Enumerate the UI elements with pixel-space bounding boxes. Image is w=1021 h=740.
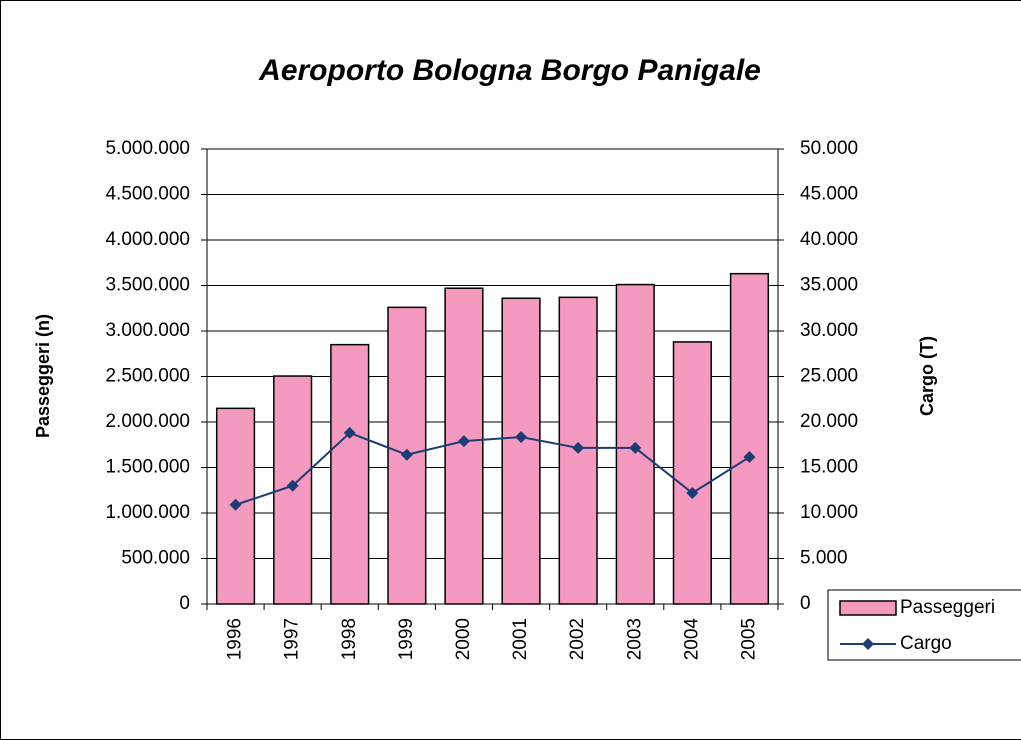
marker [343, 426, 356, 439]
y-tick-label: 0 [179, 593, 190, 614]
x-tick-label: 2000 [453, 618, 474, 660]
y2-tick-label: 40.000 [800, 229, 858, 250]
y-tick-label: 500.000 [121, 548, 190, 569]
x-tick-label: 2003 [624, 618, 645, 660]
x-tick-label: 1999 [396, 618, 417, 660]
bar [330, 343, 370, 605]
bar [672, 341, 712, 605]
y-tick-label: 2.000.000 [105, 411, 190, 432]
x-tick-label: 1998 [339, 618, 360, 660]
y-tick-label: 1.500.000 [105, 457, 190, 478]
y-tick-label: 4.000.000 [105, 229, 190, 250]
y2-tick-label: 5.000 [800, 548, 848, 569]
y2-tick-label: 20.000 [800, 411, 858, 432]
marker [743, 451, 756, 464]
marker [229, 498, 242, 511]
bar [729, 272, 770, 605]
bar [501, 297, 541, 605]
y2-tick-label: 50.000 [800, 138, 858, 159]
y2-tick-label: 0 [800, 593, 811, 614]
legend-swatch [839, 600, 897, 616]
y-tick-label: 3.500.000 [105, 275, 190, 296]
y2-tick-label: 25.000 [800, 366, 858, 387]
marker [400, 448, 413, 461]
legend-marker [862, 638, 874, 650]
y-tick-label: 1.000.000 [105, 502, 190, 523]
y2-tick-label: 45.000 [800, 184, 858, 205]
marker [629, 441, 642, 454]
y2-tick-label: 15.000 [800, 457, 858, 478]
y2-tick-label: 35.000 [800, 275, 858, 296]
y2-tick-label: 30.000 [800, 320, 858, 341]
legend-label: Cargo [900, 633, 952, 654]
y-axis-title: Passeggeri (n) [33, 314, 53, 438]
y-tick-label: 5.000.000 [105, 138, 190, 159]
marker [515, 431, 528, 444]
y2-axis-title: Cargo (T) [917, 336, 937, 416]
line [235, 431, 750, 506]
x-tick-label: 1996 [225, 618, 246, 660]
y-tick-label: 2.500.000 [105, 366, 190, 387]
y-tick-label: 4.500.000 [105, 184, 190, 205]
marker [572, 441, 585, 454]
x-tick-label: 2004 [681, 618, 702, 661]
x-tick-label: 2001 [510, 618, 531, 660]
marker [457, 435, 470, 448]
legend-label: Passeggeri [900, 597, 995, 618]
marker [286, 479, 299, 492]
y2-tick-label: 10.000 [800, 502, 858, 523]
chart-title: Aeroporto Bologna Borgo Panigale [258, 54, 761, 87]
y-tick-label: 3.000.000 [105, 320, 190, 341]
marker [686, 486, 699, 499]
x-tick-label: 2002 [567, 618, 588, 660]
bar [215, 407, 256, 605]
x-tick-label: 2005 [738, 618, 759, 660]
x-tick-label: 1997 [282, 618, 303, 660]
